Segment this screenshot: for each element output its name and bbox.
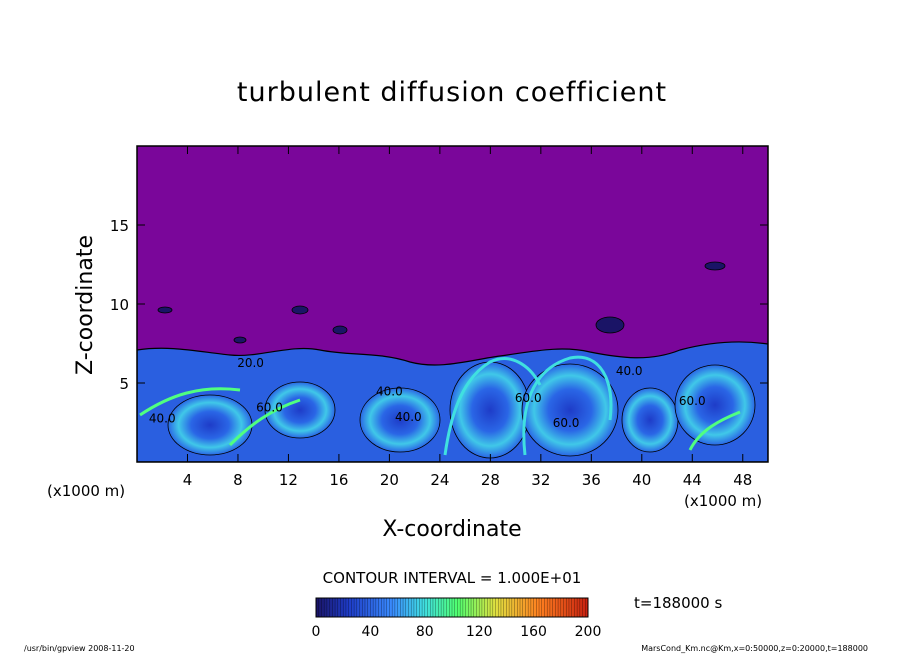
- x-tick-label: 48: [733, 471, 752, 489]
- contour-label: 60.0: [256, 400, 283, 414]
- contour-interval-text: CONTOUR INTERVAL = 1.000E+01: [323, 569, 582, 587]
- colorbar-tick-label: 160: [520, 624, 547, 640]
- eddy: [359, 387, 441, 453]
- filament: [228, 398, 301, 447]
- eddy: [674, 364, 756, 446]
- blob: [704, 261, 726, 271]
- x-axis-label: X-coordinate: [382, 517, 521, 542]
- y-axis-ticks: 5 10 15: [110, 217, 768, 393]
- contour-label: 20.0: [237, 356, 264, 370]
- x-tick-label: 20: [380, 471, 399, 489]
- x-tick-label: 36: [582, 471, 601, 489]
- x-tick-label: 44: [683, 471, 702, 489]
- chart-title: turbulent diffusion coefficient: [237, 77, 667, 108]
- blob: [233, 336, 247, 344]
- colorbar-tick-label: 0: [312, 624, 321, 640]
- contour-label: 60.0: [679, 394, 706, 408]
- plot-area: 20.0 60.0 40.0 40.0 60.0 40.0 60.0 60.0 40.0: [137, 146, 768, 462]
- eddy: [521, 363, 619, 457]
- filament: [139, 387, 241, 417]
- footer-right: MarsCond_Km.nc@Km,x=0:50000,z=0:20000,t=…: [641, 644, 868, 653]
- contour-label: 60.0: [515, 391, 542, 405]
- contour-label: 40.0: [395, 410, 422, 424]
- colorbar-ticks: 0 40 80 120 160 200: [312, 624, 602, 640]
- filament: [443, 357, 542, 456]
- y-tick-label: 5: [119, 375, 129, 393]
- y-axis-label: Z-coordinate: [73, 235, 98, 375]
- blob: [332, 325, 348, 335]
- contour-label: 40.0: [616, 364, 643, 378]
- x-tick-label: 16: [329, 471, 348, 489]
- colorbar-tick-label: 40: [361, 624, 379, 640]
- blob: [157, 306, 173, 314]
- blob: [291, 305, 309, 315]
- colorbar-tick-label: 120: [466, 624, 493, 640]
- filament: [522, 355, 613, 456]
- filament: [688, 410, 741, 451]
- x-tick-label: 32: [531, 471, 550, 489]
- eddy: [167, 394, 253, 456]
- time-text: t=188000 s: [634, 594, 722, 612]
- x-unit-right: (x1000 m): [684, 492, 762, 510]
- contour-label: 60.0: [553, 416, 580, 430]
- colorbar-tick-label: 80: [416, 624, 434, 640]
- eddy: [264, 381, 336, 439]
- x-unit-left: (x1000 m): [47, 482, 125, 500]
- contour-label: 40.0: [149, 412, 176, 426]
- x-tick-label: 40: [632, 471, 651, 489]
- eddy: [621, 387, 679, 453]
- blob: [595, 316, 625, 334]
- x-axis-ticks: 4 8 12 16 20 24 28 32 36 40 44 48: [183, 146, 752, 489]
- x-tick-label: 12: [279, 471, 298, 489]
- colorbar-tick-label: 200: [575, 624, 602, 640]
- x-tick-label: 24: [430, 471, 449, 489]
- y-tick-label: 10: [110, 296, 129, 314]
- y-tick-label: 15: [110, 217, 129, 235]
- footer-left: /usr/bin/gpview 2008-11-20: [24, 644, 135, 653]
- x-tick-label: 4: [183, 471, 193, 489]
- x-tick-label: 28: [481, 471, 500, 489]
- contour-labels: 20.0 60.0 40.0 40.0 60.0 40.0 60.0 60.0 40.0: [149, 356, 706, 430]
- contour-label: 40.0: [376, 385, 403, 399]
- colorbar-stripes: [318, 598, 586, 617]
- x-tick-label: 8: [233, 471, 243, 489]
- eddy: [449, 361, 531, 459]
